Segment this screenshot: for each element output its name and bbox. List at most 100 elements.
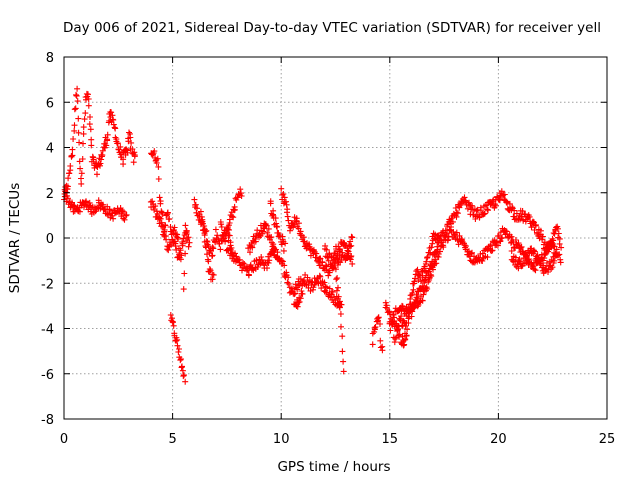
data-point [209, 252, 216, 259]
data-point [270, 241, 277, 248]
data-point [90, 156, 97, 163]
data-point [179, 363, 185, 370]
data-point [287, 227, 293, 234]
data-point [191, 196, 198, 203]
data-point [323, 284, 330, 291]
data-point [339, 333, 346, 340]
data-point [180, 373, 187, 380]
data-point [485, 207, 491, 214]
data-point [128, 139, 135, 146]
data-point [174, 234, 181, 241]
data-point [71, 106, 78, 113]
data-point [319, 259, 326, 266]
data-point [151, 206, 158, 213]
data-point [348, 242, 355, 249]
data-point [349, 234, 356, 241]
data-point [85, 91, 91, 98]
data-point [171, 330, 178, 337]
data-point [226, 226, 232, 233]
data-point [515, 240, 522, 247]
data-point [518, 243, 525, 250]
data-point [185, 243, 192, 250]
data-point [252, 238, 259, 245]
data-point [498, 188, 505, 195]
data-point [387, 327, 394, 334]
data-point [122, 212, 129, 219]
data-point [557, 259, 564, 266]
data-point [285, 274, 292, 281]
data-point [290, 285, 297, 292]
data-point [207, 267, 214, 274]
data-point [349, 260, 356, 267]
data-point [538, 257, 545, 264]
data-point [545, 246, 552, 253]
data-point [117, 143, 124, 150]
data-point [180, 286, 187, 293]
x-axis-label: GPS time / hours [277, 459, 390, 475]
data-point [149, 198, 156, 205]
data-point [193, 209, 200, 216]
y-tick-label: 0 [46, 232, 54, 247]
data-point [203, 244, 210, 251]
data-point [284, 279, 291, 286]
data-point [152, 203, 159, 210]
data-point [192, 201, 199, 208]
data-point [201, 232, 208, 239]
data-point [468, 250, 475, 257]
data-point [496, 197, 503, 204]
data-point [508, 233, 515, 240]
data-point [532, 221, 539, 228]
data-point [412, 275, 418, 282]
data-point [171, 224, 178, 231]
data-point [210, 271, 217, 278]
data-point [247, 249, 253, 256]
data-point [292, 290, 299, 297]
data-point [405, 309, 412, 316]
data-point [263, 222, 270, 229]
data-point [266, 257, 273, 264]
data-point [110, 121, 117, 128]
data-point [232, 250, 238, 257]
data-point [169, 319, 176, 326]
data-point [406, 301, 413, 308]
data-point [501, 191, 508, 198]
data-point [299, 290, 306, 297]
data-point [469, 249, 475, 256]
data-point [224, 226, 231, 233]
data-point [83, 198, 89, 205]
data-point [120, 208, 127, 215]
data-point [295, 220, 302, 227]
data-point [183, 227, 190, 234]
data-point [409, 290, 416, 297]
data-point [528, 224, 535, 231]
data-point [499, 234, 506, 241]
data-point [126, 129, 132, 136]
data-point [492, 202, 499, 209]
data-point [325, 272, 332, 279]
data-point [516, 256, 523, 263]
data-point [428, 244, 435, 251]
data-point [181, 270, 188, 277]
data-point [410, 286, 417, 293]
data-point [230, 214, 237, 221]
data-point [532, 267, 539, 274]
data-point [108, 109, 115, 116]
data-point [65, 175, 72, 182]
y-tick-label: -2 [41, 277, 54, 292]
data-point [280, 247, 287, 254]
data-point [479, 250, 486, 257]
data-point [293, 303, 300, 309]
data-point [292, 281, 299, 288]
data-point [418, 278, 424, 285]
data-point [85, 102, 92, 109]
data-point [313, 250, 320, 257]
data-point [201, 238, 208, 245]
data-point [377, 337, 384, 344]
data-point [326, 285, 333, 292]
data-point [322, 242, 329, 249]
data-point [177, 256, 184, 263]
data-point [534, 252, 541, 259]
data-point [281, 194, 288, 201]
data-point [127, 134, 134, 141]
data-point [217, 246, 224, 253]
